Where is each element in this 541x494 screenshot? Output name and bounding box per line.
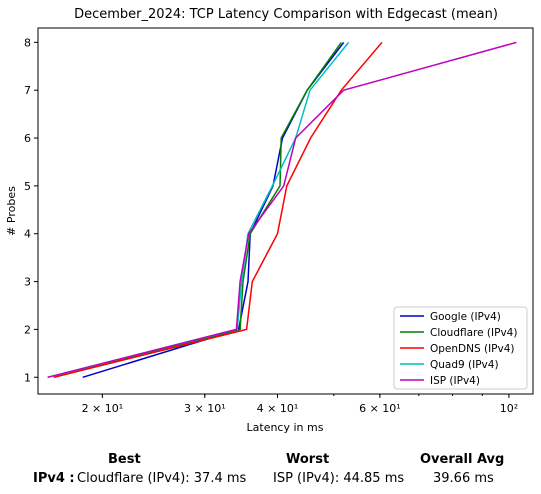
x-tick-label: 3 × 10¹	[184, 402, 226, 415]
worst-value: ISP (IPv4): 44.85 ms	[273, 471, 405, 486]
legend-entry-label: Quad9 (IPv4)	[430, 359, 499, 371]
y-tick-label: 7	[24, 84, 31, 97]
series-line	[53, 41, 342, 379]
x-axis-label: Latency in ms	[247, 421, 324, 434]
x-tick-label: 4 × 10¹	[257, 402, 299, 415]
series-line	[47, 41, 517, 379]
best-header: Best	[108, 452, 141, 467]
x-tick-label: 10²	[500, 402, 518, 415]
series-lines	[47, 41, 517, 379]
ipv4-row-label: IPv4 :	[33, 471, 75, 486]
y-tick-label: 6	[24, 132, 31, 145]
legend-entry-label: Google (IPv4)	[430, 311, 501, 323]
legend-entry-label: OpenDNS (IPv4)	[430, 343, 515, 355]
y-tick-label: 5	[24, 180, 31, 193]
y-tick-label: 4	[24, 228, 31, 241]
latency-chart: December_2024: TCP Latency Comparison wi…	[5, 7, 534, 434]
legend: Google (IPv4) Cloudflare (IPv4) OpenDNS (I…	[393, 306, 528, 390]
legend-entry-label: ISP (IPv4)	[430, 375, 480, 387]
chart-title: December_2024: TCP Latency Comparison wi…	[74, 7, 498, 22]
overall-avg-value: 39.66 ms	[433, 471, 494, 486]
plot-area	[37, 27, 534, 395]
y-tick-label: 2	[24, 323, 31, 336]
axis-ticks: 1 2 3 4 5 6 7 8 2 × 10¹ 3 × 10¹ 4 × 10¹ 6 × 10¹ 10²	[24, 36, 518, 415]
x-tick-label: 6 × 10¹	[359, 402, 401, 415]
series-line	[82, 41, 345, 379]
y-axis-label: # Probes	[5, 186, 18, 236]
overall-avg-header: Overall Avg	[420, 452, 505, 467]
x-tick-label: 2 × 10¹	[82, 402, 124, 415]
y-tick-label: 3	[24, 276, 31, 289]
y-tick-label: 8	[24, 36, 31, 49]
legend-entry-label: Cloudflare (IPv4)	[430, 327, 517, 339]
series-line	[53, 41, 383, 379]
best-value: Cloudflare (IPv4): 37.4 ms	[77, 471, 247, 486]
y-tick-label: 1	[24, 371, 31, 384]
worst-header: Worst	[286, 452, 330, 467]
series-line	[47, 41, 350, 379]
summary-table: Best Worst Overall Avg IPv4 : Cloudflare…	[0, 448, 541, 494]
legend-frame	[393, 306, 528, 390]
